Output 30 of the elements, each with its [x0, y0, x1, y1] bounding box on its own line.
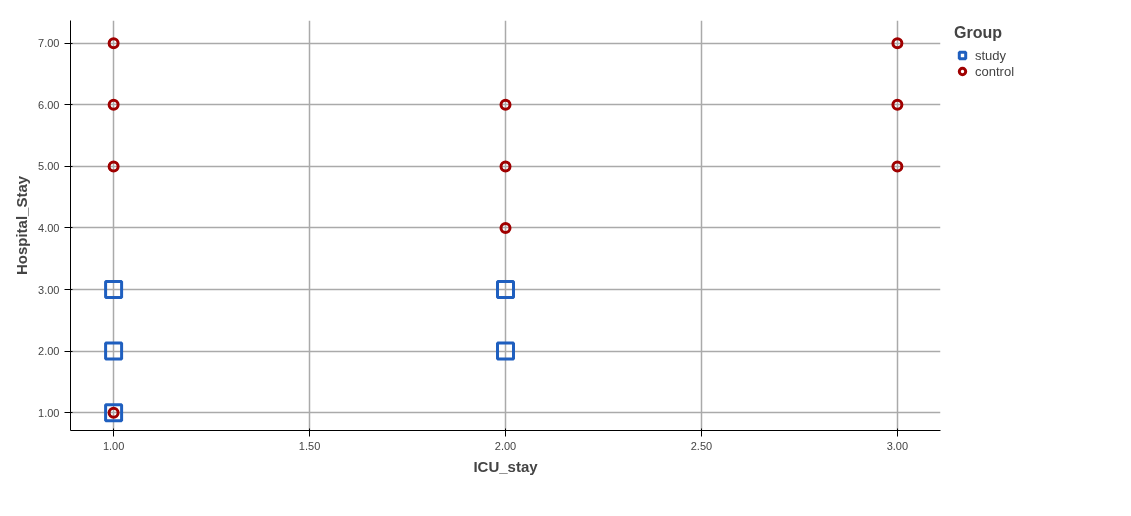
legend-label: control — [975, 63, 1015, 79]
y-tick-label: 3.00 — [38, 283, 60, 296]
x-tick-label: 2.50 — [690, 439, 713, 452]
x-tick-label: 3.00 — [886, 439, 909, 452]
point — [104, 341, 124, 361]
y-tick-label: 5.00 — [38, 160, 60, 173]
y-tick-label: 4.00 — [38, 221, 60, 234]
point — [499, 221, 512, 234]
point — [107, 160, 120, 173]
point — [891, 98, 904, 111]
point — [499, 98, 512, 111]
point — [104, 280, 124, 300]
x-tick-label: 1.00 — [102, 439, 125, 452]
x-axis-title: ICU_stay — [473, 457, 539, 475]
legend-title: Group — [954, 24, 1003, 42]
y-axis-title: Hospital_Stay — [13, 175, 31, 276]
x-tick-label: 1.50 — [298, 439, 321, 452]
y-tick-label: 2.00 — [38, 345, 60, 358]
point — [499, 160, 512, 173]
legend-label: study — [975, 47, 1007, 63]
y-tick-label: 6.00 — [38, 98, 60, 111]
point — [891, 37, 904, 50]
point — [496, 280, 515, 300]
x-tick-label: 2.00 — [494, 439, 517, 452]
y-tick-label: 1.00 — [38, 406, 60, 419]
point — [107, 98, 120, 111]
point — [496, 341, 515, 361]
y-tick-label: 7.00 — [38, 37, 60, 50]
point — [891, 160, 904, 173]
point — [107, 37, 120, 50]
